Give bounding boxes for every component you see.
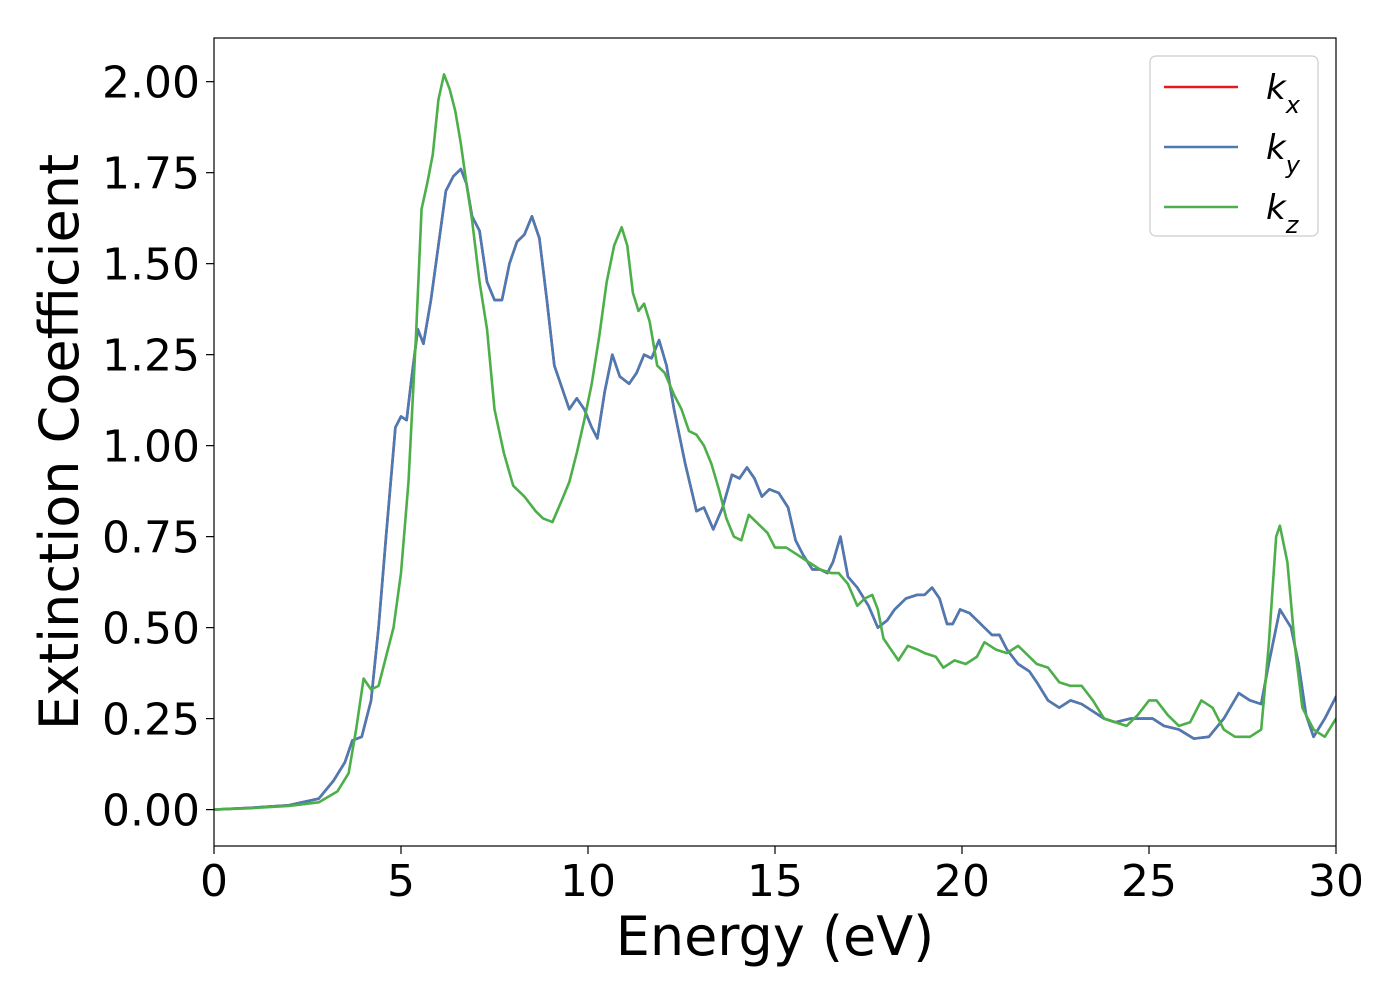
y-axis-label: Extinction Coefficient xyxy=(28,154,91,730)
y-tick-label: 0.75 xyxy=(102,513,200,564)
y-tick-label: 1.25 xyxy=(102,331,200,382)
series-layer xyxy=(214,73,1336,811)
y-tick-label: 0.25 xyxy=(102,695,200,746)
x-axis: 0 5 10 15 20 25 30 xyxy=(200,846,1364,907)
legend-label-kx: kx xyxy=(1266,68,1301,119)
legend-label-kz: kz xyxy=(1266,188,1300,239)
x-tick-label: 15 xyxy=(747,856,803,907)
legend-label-ky: ky xyxy=(1266,128,1301,179)
series-line-kz xyxy=(214,73,1336,811)
x-tick-label: 25 xyxy=(1121,856,1177,907)
y-tick-label: 1.50 xyxy=(102,240,200,291)
y-tick-label: 1.00 xyxy=(102,422,200,473)
y-tick-label: 0.50 xyxy=(102,604,200,655)
x-tick-label: 20 xyxy=(934,856,990,907)
x-axis-label: Energy (eV) xyxy=(616,905,935,968)
y-axis: 0.00 0.25 0.50 0.75 1.00 1.25 1.50 1.75 2.00 xyxy=(102,58,214,837)
x-tick-label: 30 xyxy=(1308,856,1364,907)
plot-area xyxy=(214,73,1336,811)
x-tick-label: 5 xyxy=(387,856,415,907)
x-tick-label: 0 xyxy=(200,856,228,907)
legend: kx ky kz xyxy=(1149,55,1319,239)
x-tick-label: 10 xyxy=(560,856,616,907)
y-tick-label: 2.00 xyxy=(102,58,200,109)
y-tick-label: 0.00 xyxy=(102,786,200,837)
y-tick-label: 1.75 xyxy=(102,149,200,200)
